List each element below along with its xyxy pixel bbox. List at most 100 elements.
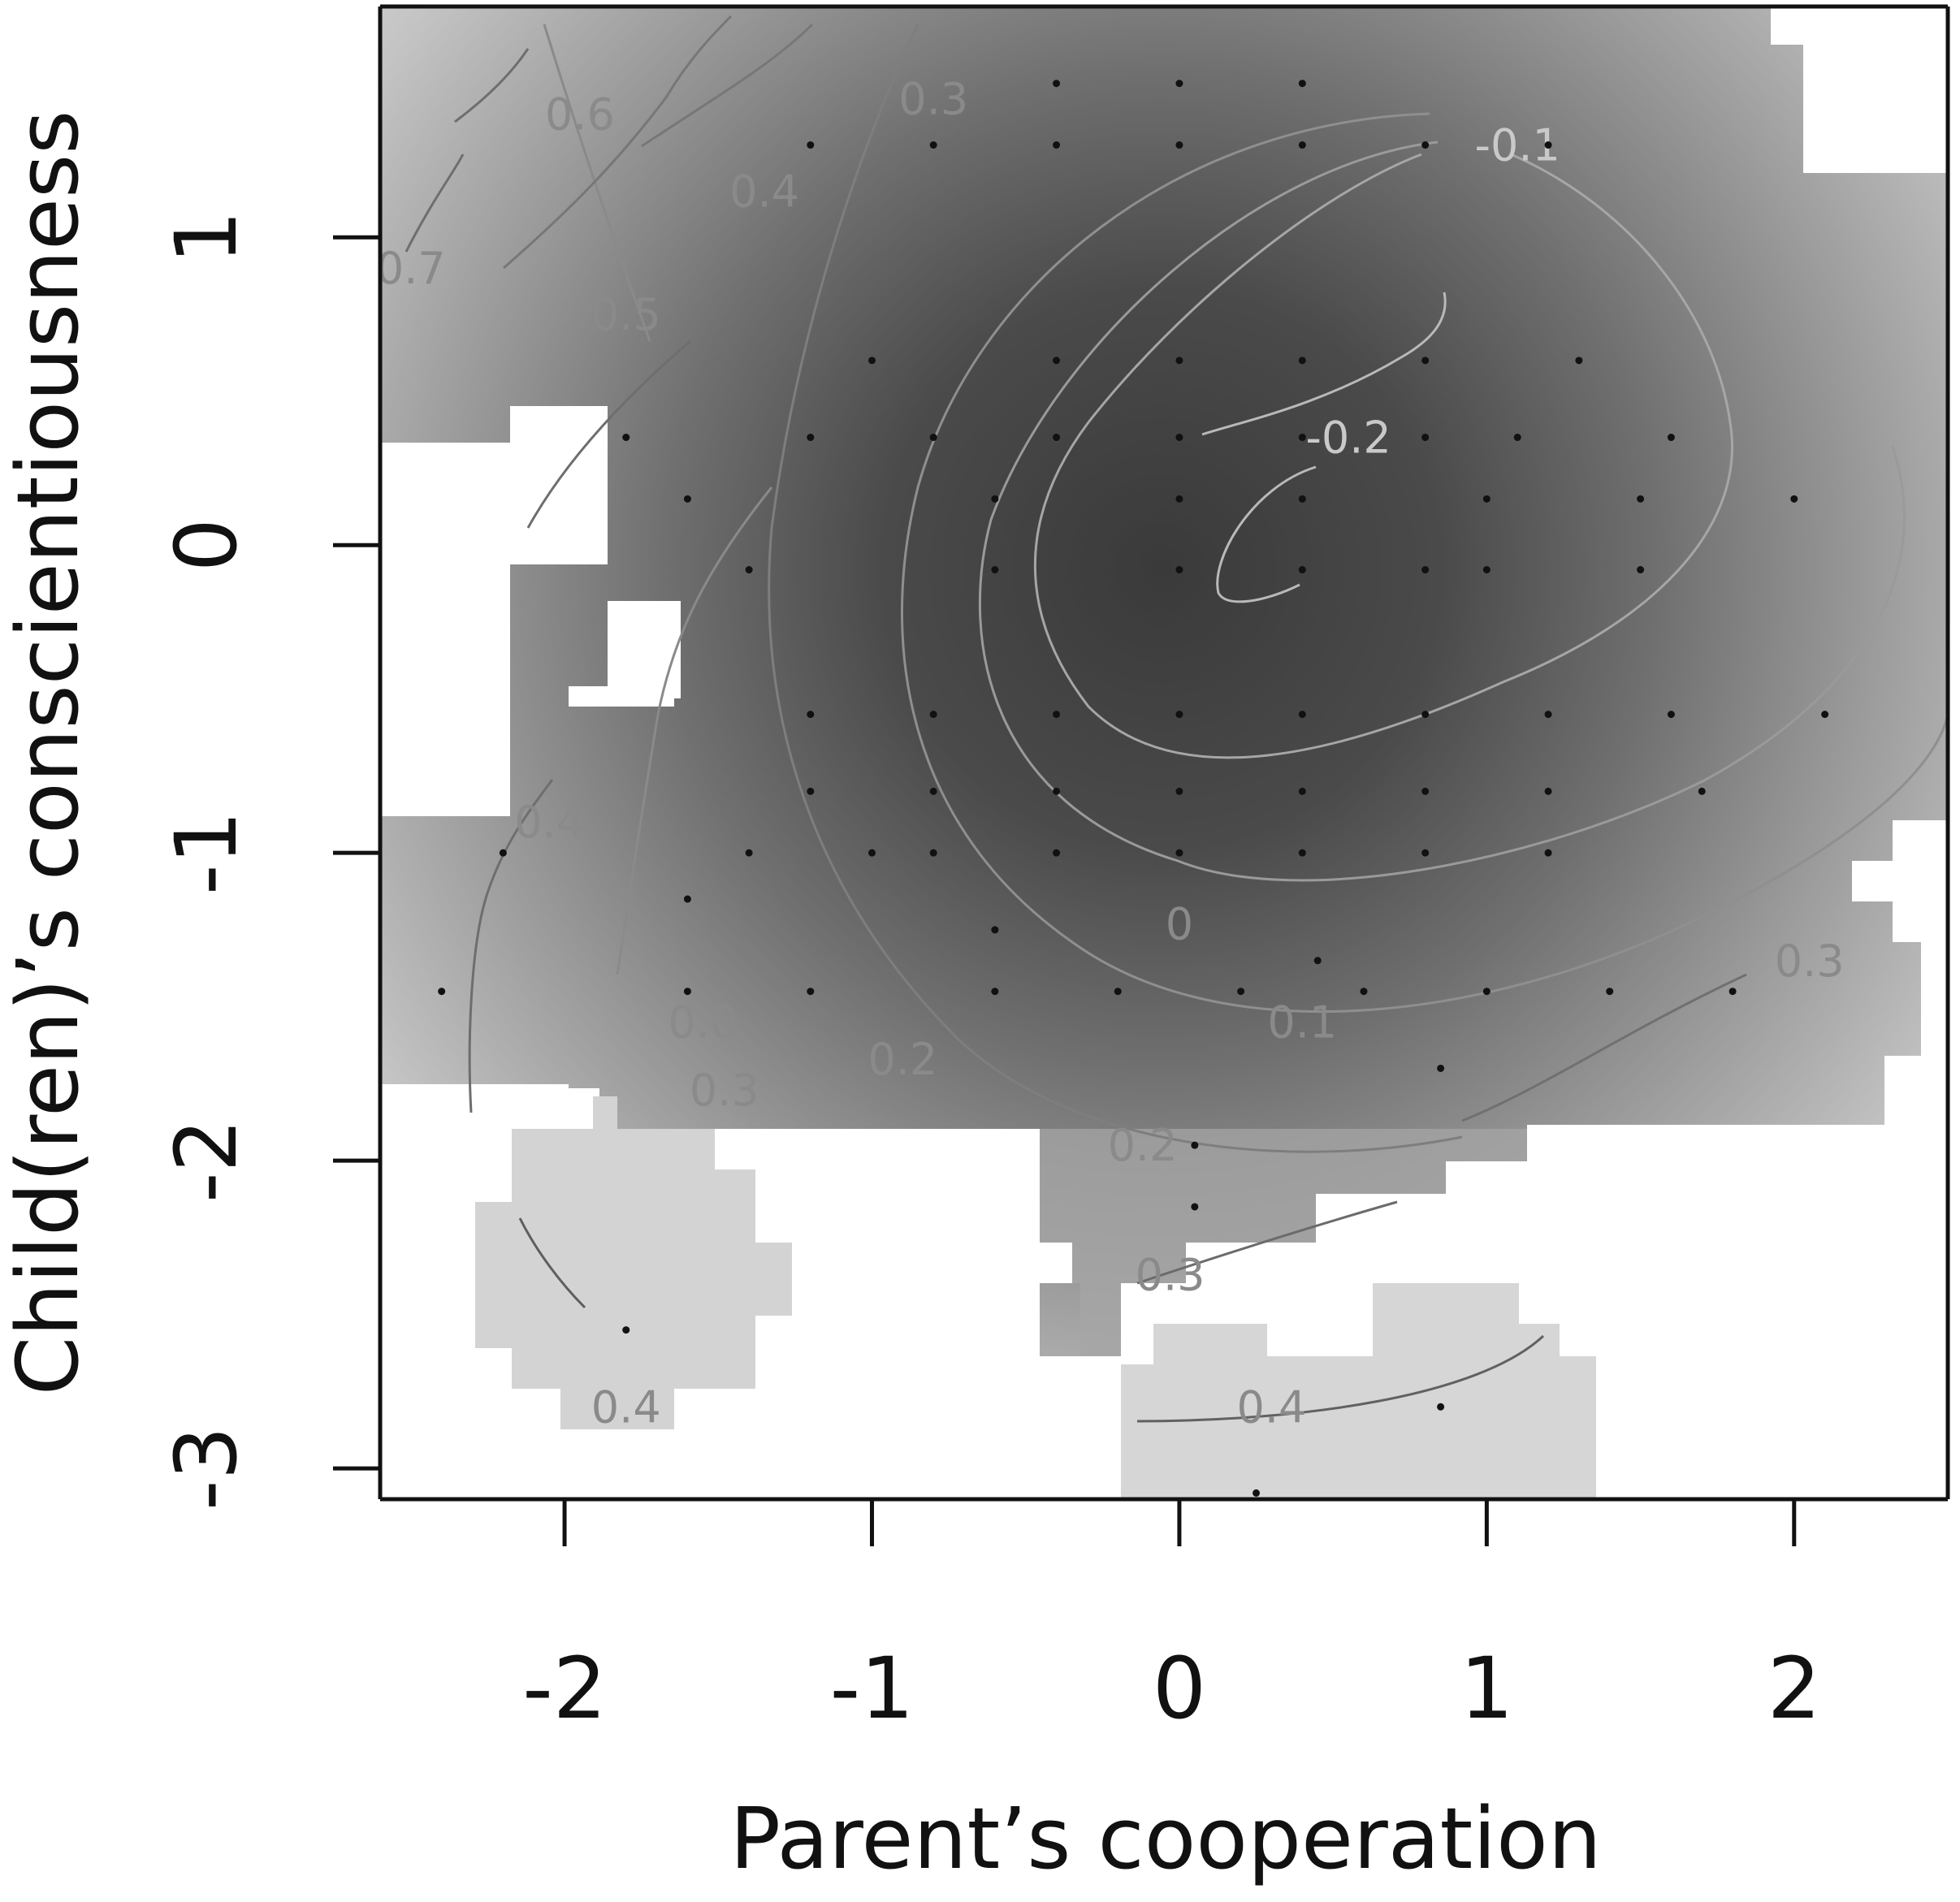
x-axis-label: Parent’s cooperation xyxy=(729,1789,1601,1888)
observation-point xyxy=(1729,988,1737,996)
contour-line xyxy=(1201,292,1447,436)
contour-label: 0.4 xyxy=(729,166,799,217)
observation-point xyxy=(868,849,876,857)
observation-point xyxy=(1053,141,1061,149)
contour-line xyxy=(526,339,691,529)
contour-label: 0.7 xyxy=(376,243,446,294)
observation-point xyxy=(1298,434,1306,442)
observation-point xyxy=(991,495,999,503)
observation-point xyxy=(1175,495,1183,503)
observation-point xyxy=(1513,434,1521,442)
no-data-gap xyxy=(569,686,674,707)
observation-point xyxy=(1175,849,1183,857)
y-tick-label: 1 xyxy=(157,210,256,264)
observation-point xyxy=(1482,566,1491,574)
observation-point xyxy=(1298,849,1306,857)
y-tick-label: -3 xyxy=(157,1426,256,1511)
no-data-gap xyxy=(380,443,510,816)
contour-label: 0.6 xyxy=(545,89,615,140)
observation-point xyxy=(1360,988,1368,996)
observation-point xyxy=(929,787,937,795)
observation-point xyxy=(1175,80,1183,88)
contour-line xyxy=(641,23,814,148)
contour-label: 0.1 xyxy=(1267,997,1337,1048)
observation-point xyxy=(929,141,937,149)
observation-point xyxy=(1053,711,1061,719)
observation-point xyxy=(745,849,753,857)
heatmap-surface-main xyxy=(380,6,1948,1356)
y-axis-label: Child(ren)’s conscientiousness xyxy=(0,110,97,1396)
observation-point xyxy=(1298,566,1306,574)
y-tick-label: -2 xyxy=(157,1118,256,1203)
contour-line xyxy=(543,24,651,342)
observation-point xyxy=(1298,141,1306,149)
observation-point xyxy=(683,988,691,996)
observation-point xyxy=(1421,787,1430,795)
contour-line xyxy=(454,48,530,123)
observation-point xyxy=(807,787,815,795)
observation-point xyxy=(1313,957,1322,965)
contour-label: 0.3 xyxy=(1136,1249,1205,1300)
contour-line xyxy=(518,1217,586,1309)
contour-label: 0.2 xyxy=(1108,1120,1178,1171)
observation-point xyxy=(1544,141,1552,149)
observation-point xyxy=(991,566,999,574)
observation-point xyxy=(1482,495,1491,503)
contour-label: 0.5 xyxy=(591,289,661,340)
observation-point xyxy=(1053,80,1061,88)
observation-point xyxy=(868,357,876,365)
observation-point xyxy=(1637,566,1645,574)
contour-line xyxy=(1216,465,1317,603)
observation-point xyxy=(807,434,815,442)
observation-point xyxy=(1175,566,1183,574)
observation-point xyxy=(1544,849,1552,857)
observation-point xyxy=(1253,1489,1261,1497)
observation-point xyxy=(1175,787,1183,795)
heatmap-surface-island-left xyxy=(475,1096,792,1429)
contour-label: 0.3 xyxy=(1775,936,1845,987)
observation-point xyxy=(1053,357,1061,365)
observation-point xyxy=(1175,434,1183,442)
contour-label: 0 xyxy=(1166,898,1193,949)
observation-point xyxy=(745,566,753,574)
contour-line xyxy=(1136,1334,1545,1423)
observation-point xyxy=(991,926,999,934)
observation-point xyxy=(1437,1064,1445,1072)
observation-point xyxy=(1437,1403,1445,1411)
no-data-gap xyxy=(1803,6,1948,173)
x-tick-label: 1 xyxy=(1460,1639,1513,1738)
observation-point xyxy=(1421,434,1430,442)
observation-point xyxy=(1698,787,1706,795)
observation-point xyxy=(1637,495,1645,503)
observation-point xyxy=(1298,787,1306,795)
observation-point xyxy=(929,849,937,857)
observation-point xyxy=(499,849,507,857)
observation-point xyxy=(1667,711,1675,719)
contour-line xyxy=(468,779,554,1113)
heatmap-surface-lower-middle xyxy=(1040,1129,1527,1356)
contour-line xyxy=(616,486,773,975)
observation-point xyxy=(1421,566,1430,574)
observation-point xyxy=(438,988,446,996)
y-tick-label: 0 xyxy=(157,518,256,572)
observation-point xyxy=(1175,357,1183,365)
contour-label: 0.3 xyxy=(898,74,968,125)
observation-point xyxy=(1175,141,1183,149)
x-tick-label: 2 xyxy=(1767,1639,1821,1738)
observation-point xyxy=(1421,357,1430,365)
observation-point xyxy=(622,434,630,442)
observation-point xyxy=(1544,787,1552,795)
contour-line xyxy=(978,140,1906,882)
contour-label: 0.2 xyxy=(868,1034,937,1085)
heatmap-surface-island-bottom xyxy=(1121,1283,1596,1499)
contour-label: 0.4 xyxy=(514,797,584,848)
observation-point xyxy=(1606,988,1614,996)
observation-point xyxy=(807,141,815,149)
observation-point xyxy=(1114,988,1122,996)
contour-line xyxy=(901,112,1948,1014)
contour-line xyxy=(405,153,465,253)
observation-point xyxy=(683,895,691,903)
observation-point xyxy=(1298,495,1306,503)
observation-point xyxy=(1191,1203,1199,1211)
observation-point xyxy=(1482,988,1491,996)
